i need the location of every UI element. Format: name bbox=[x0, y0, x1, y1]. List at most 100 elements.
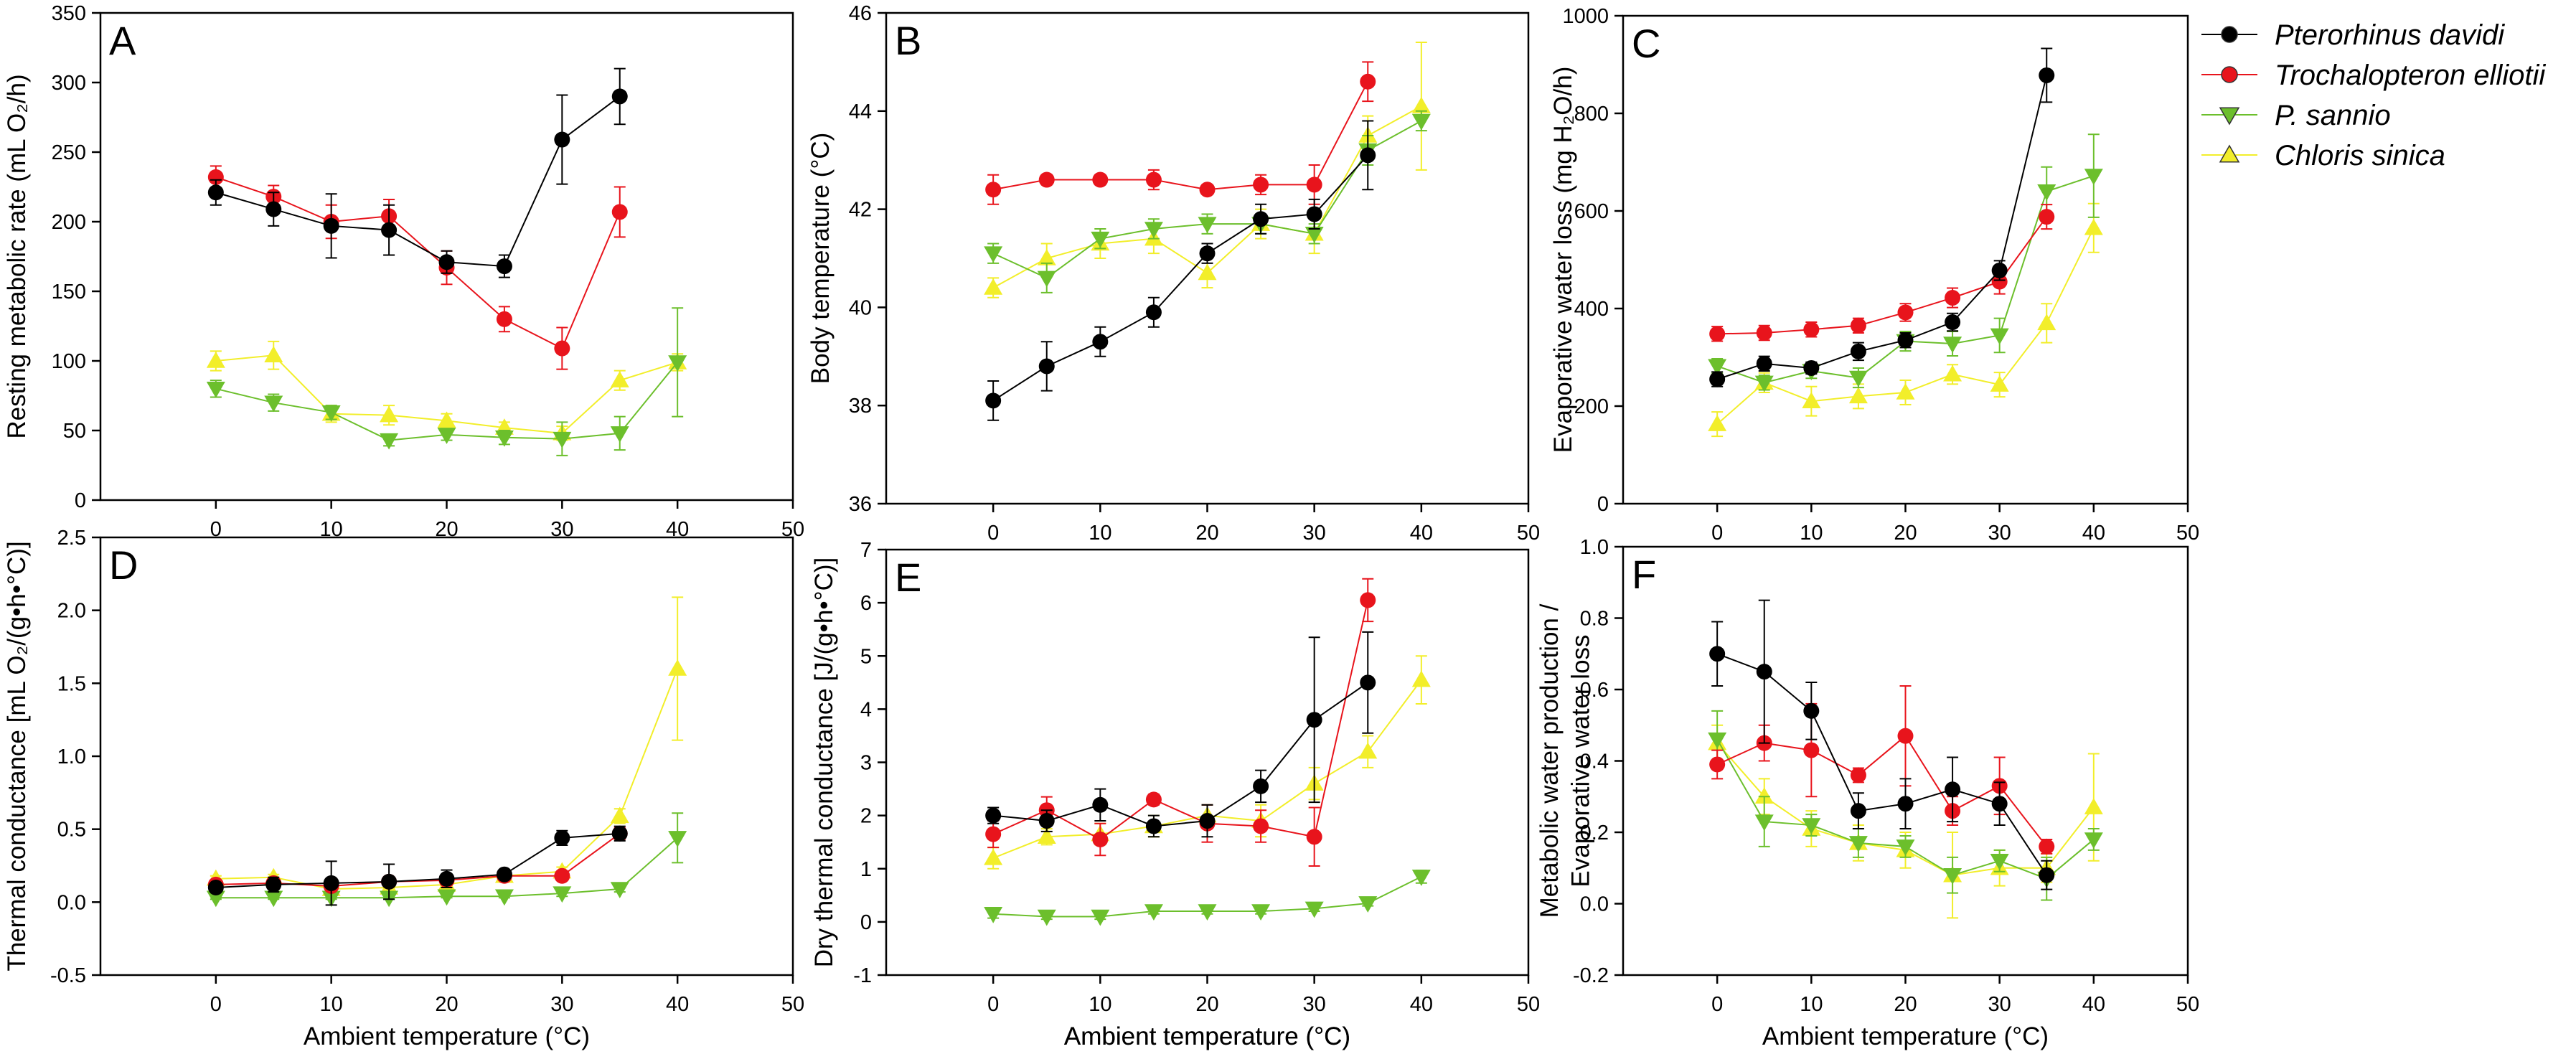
data-point bbox=[2084, 218, 2103, 235]
x-tick-label: 50 bbox=[1517, 522, 1540, 545]
y-tick-label: 2.5 bbox=[57, 527, 86, 550]
series-line bbox=[215, 176, 621, 349]
data-point bbox=[1991, 262, 2008, 278]
data-point bbox=[381, 222, 398, 238]
data-point bbox=[1708, 359, 1727, 376]
x-axis-label: Ambient temperature (°C) bbox=[304, 1022, 590, 1050]
data-point bbox=[1253, 778, 1269, 794]
legend-swatch-marker bbox=[2219, 107, 2240, 126]
data-point bbox=[1850, 343, 1866, 359]
data-point bbox=[380, 433, 399, 450]
x-tick-label: 0 bbox=[210, 993, 222, 1016]
y-axis-label: Thermal conductance [mL O₂/(g•h•°C)] bbox=[3, 541, 31, 971]
y-axis-label-line: Evaporative water loss bbox=[1567, 634, 1595, 887]
data-point bbox=[1306, 712, 1322, 728]
data-point bbox=[1850, 803, 1866, 819]
data-point bbox=[2084, 169, 2103, 186]
y-tick-label: 6 bbox=[860, 592, 872, 615]
data-point bbox=[554, 867, 570, 884]
data-point bbox=[1708, 415, 1727, 431]
data-point bbox=[496, 258, 512, 275]
x-tick-label: 20 bbox=[1195, 993, 1218, 1016]
data-point bbox=[1897, 728, 1914, 744]
data-point bbox=[554, 340, 570, 357]
y-tick-label: 1.5 bbox=[57, 672, 86, 695]
data-point bbox=[1144, 222, 1163, 238]
data-point bbox=[1756, 664, 1772, 680]
data-point bbox=[1709, 646, 1726, 662]
y-tick-label: 0 bbox=[1597, 493, 1609, 516]
data-point bbox=[2039, 867, 2055, 883]
data-point bbox=[1411, 96, 1431, 113]
panel-d: D -0.5 0.0 0.5 1.0 1.5 2.0 2.5 0 10 20 30 40 50 Therma… bbox=[3, 527, 804, 1050]
data-point bbox=[1991, 796, 2008, 812]
y-tick-label: 50 bbox=[63, 420, 86, 443]
panel-e: E -1 0 1 2 3 4 5 6 7 0 10 20 30 40 50 Dry thermal conduc… bbox=[810, 539, 1540, 1050]
y-tick-label: 400 bbox=[1574, 298, 1609, 321]
legend-entry-trochalopteron-elliotii: Trochalopteron elliotii bbox=[2201, 60, 2546, 91]
data-point bbox=[1850, 317, 1866, 334]
data-point bbox=[1144, 904, 1163, 921]
data-point bbox=[610, 426, 629, 443]
data-point bbox=[1145, 791, 1162, 808]
x-tick-label: 0 bbox=[1711, 522, 1723, 545]
y-tick-label: 0.2 bbox=[1580, 822, 1609, 844]
panel-f: F -0.2 0.0 0.2 0.4 0.6 0.8 1.0 0 10 20 30 40 50 Metabo… bbox=[1536, 536, 2199, 1050]
data-point bbox=[1708, 732, 1727, 749]
series-p-sannio bbox=[206, 307, 687, 456]
y-axis-label: Dry thermal conductance [J/(g•h•°C)] bbox=[810, 557, 838, 967]
data-point bbox=[494, 430, 514, 447]
series-trochalopteron-elliotii bbox=[1709, 204, 2055, 342]
data-point bbox=[1756, 325, 1772, 341]
panel-letter: F bbox=[1632, 552, 1656, 597]
data-point bbox=[323, 217, 339, 234]
data-point bbox=[1848, 836, 1868, 852]
series-line bbox=[215, 832, 621, 887]
series-line bbox=[215, 668, 679, 890]
y-tick-label: 46 bbox=[849, 2, 872, 25]
y-axis-label: Evaporative water loss (mg H₂O/h) bbox=[1549, 67, 1577, 453]
x-tick-label: 50 bbox=[2176, 993, 2199, 1016]
panel-letter: B bbox=[895, 18, 921, 63]
data-point bbox=[1306, 206, 1322, 222]
data-point bbox=[2039, 67, 2055, 83]
legend-entry-pterorhinus-davidi: Pterorhinus davidi bbox=[2201, 19, 2505, 51]
data-point bbox=[438, 254, 455, 270]
x-tick-label: 30 bbox=[1988, 993, 2011, 1016]
data-point bbox=[1802, 392, 1821, 408]
data-point bbox=[2084, 798, 2103, 814]
y-tick-label: 38 bbox=[849, 395, 872, 418]
data-point bbox=[438, 870, 455, 887]
data-point bbox=[2039, 838, 2055, 855]
data-point bbox=[1848, 370, 1868, 387]
y-tick-label: 42 bbox=[849, 199, 872, 222]
y-tick-label: 1000 bbox=[1562, 5, 1609, 28]
data-point bbox=[554, 131, 570, 148]
series-pterorhinus-davidi bbox=[985, 631, 1376, 838]
y-tick-label: 0.0 bbox=[57, 891, 86, 914]
y-tick-label: -1 bbox=[853, 964, 872, 987]
y-axis-label-line: Metabolic water production / bbox=[1536, 603, 1564, 918]
data-point bbox=[1038, 171, 1055, 188]
data-point bbox=[984, 907, 1003, 923]
data-point bbox=[668, 355, 687, 372]
x-tick-label: 40 bbox=[2082, 993, 2105, 1016]
y-axis-label: Metabolic water production / Evaporative … bbox=[1536, 603, 1595, 918]
data-point bbox=[985, 807, 1002, 824]
data-point bbox=[265, 201, 282, 217]
y-tick-label: 0.6 bbox=[1580, 679, 1609, 702]
data-point bbox=[1253, 818, 1269, 834]
x-axis-label: Ambient temperature (°C) bbox=[1762, 1022, 2049, 1050]
y-tick-label: 350 bbox=[52, 2, 86, 25]
series-line bbox=[1716, 735, 2048, 847]
data-point bbox=[1411, 870, 1431, 886]
data-point bbox=[1990, 854, 2009, 870]
data-point bbox=[1756, 355, 1772, 372]
data-point bbox=[323, 875, 339, 891]
y-tick-label: 7 bbox=[860, 539, 872, 562]
data-point bbox=[1943, 867, 1962, 885]
data-point bbox=[1991, 273, 2008, 290]
x-tick-label: 40 bbox=[1410, 522, 1433, 545]
